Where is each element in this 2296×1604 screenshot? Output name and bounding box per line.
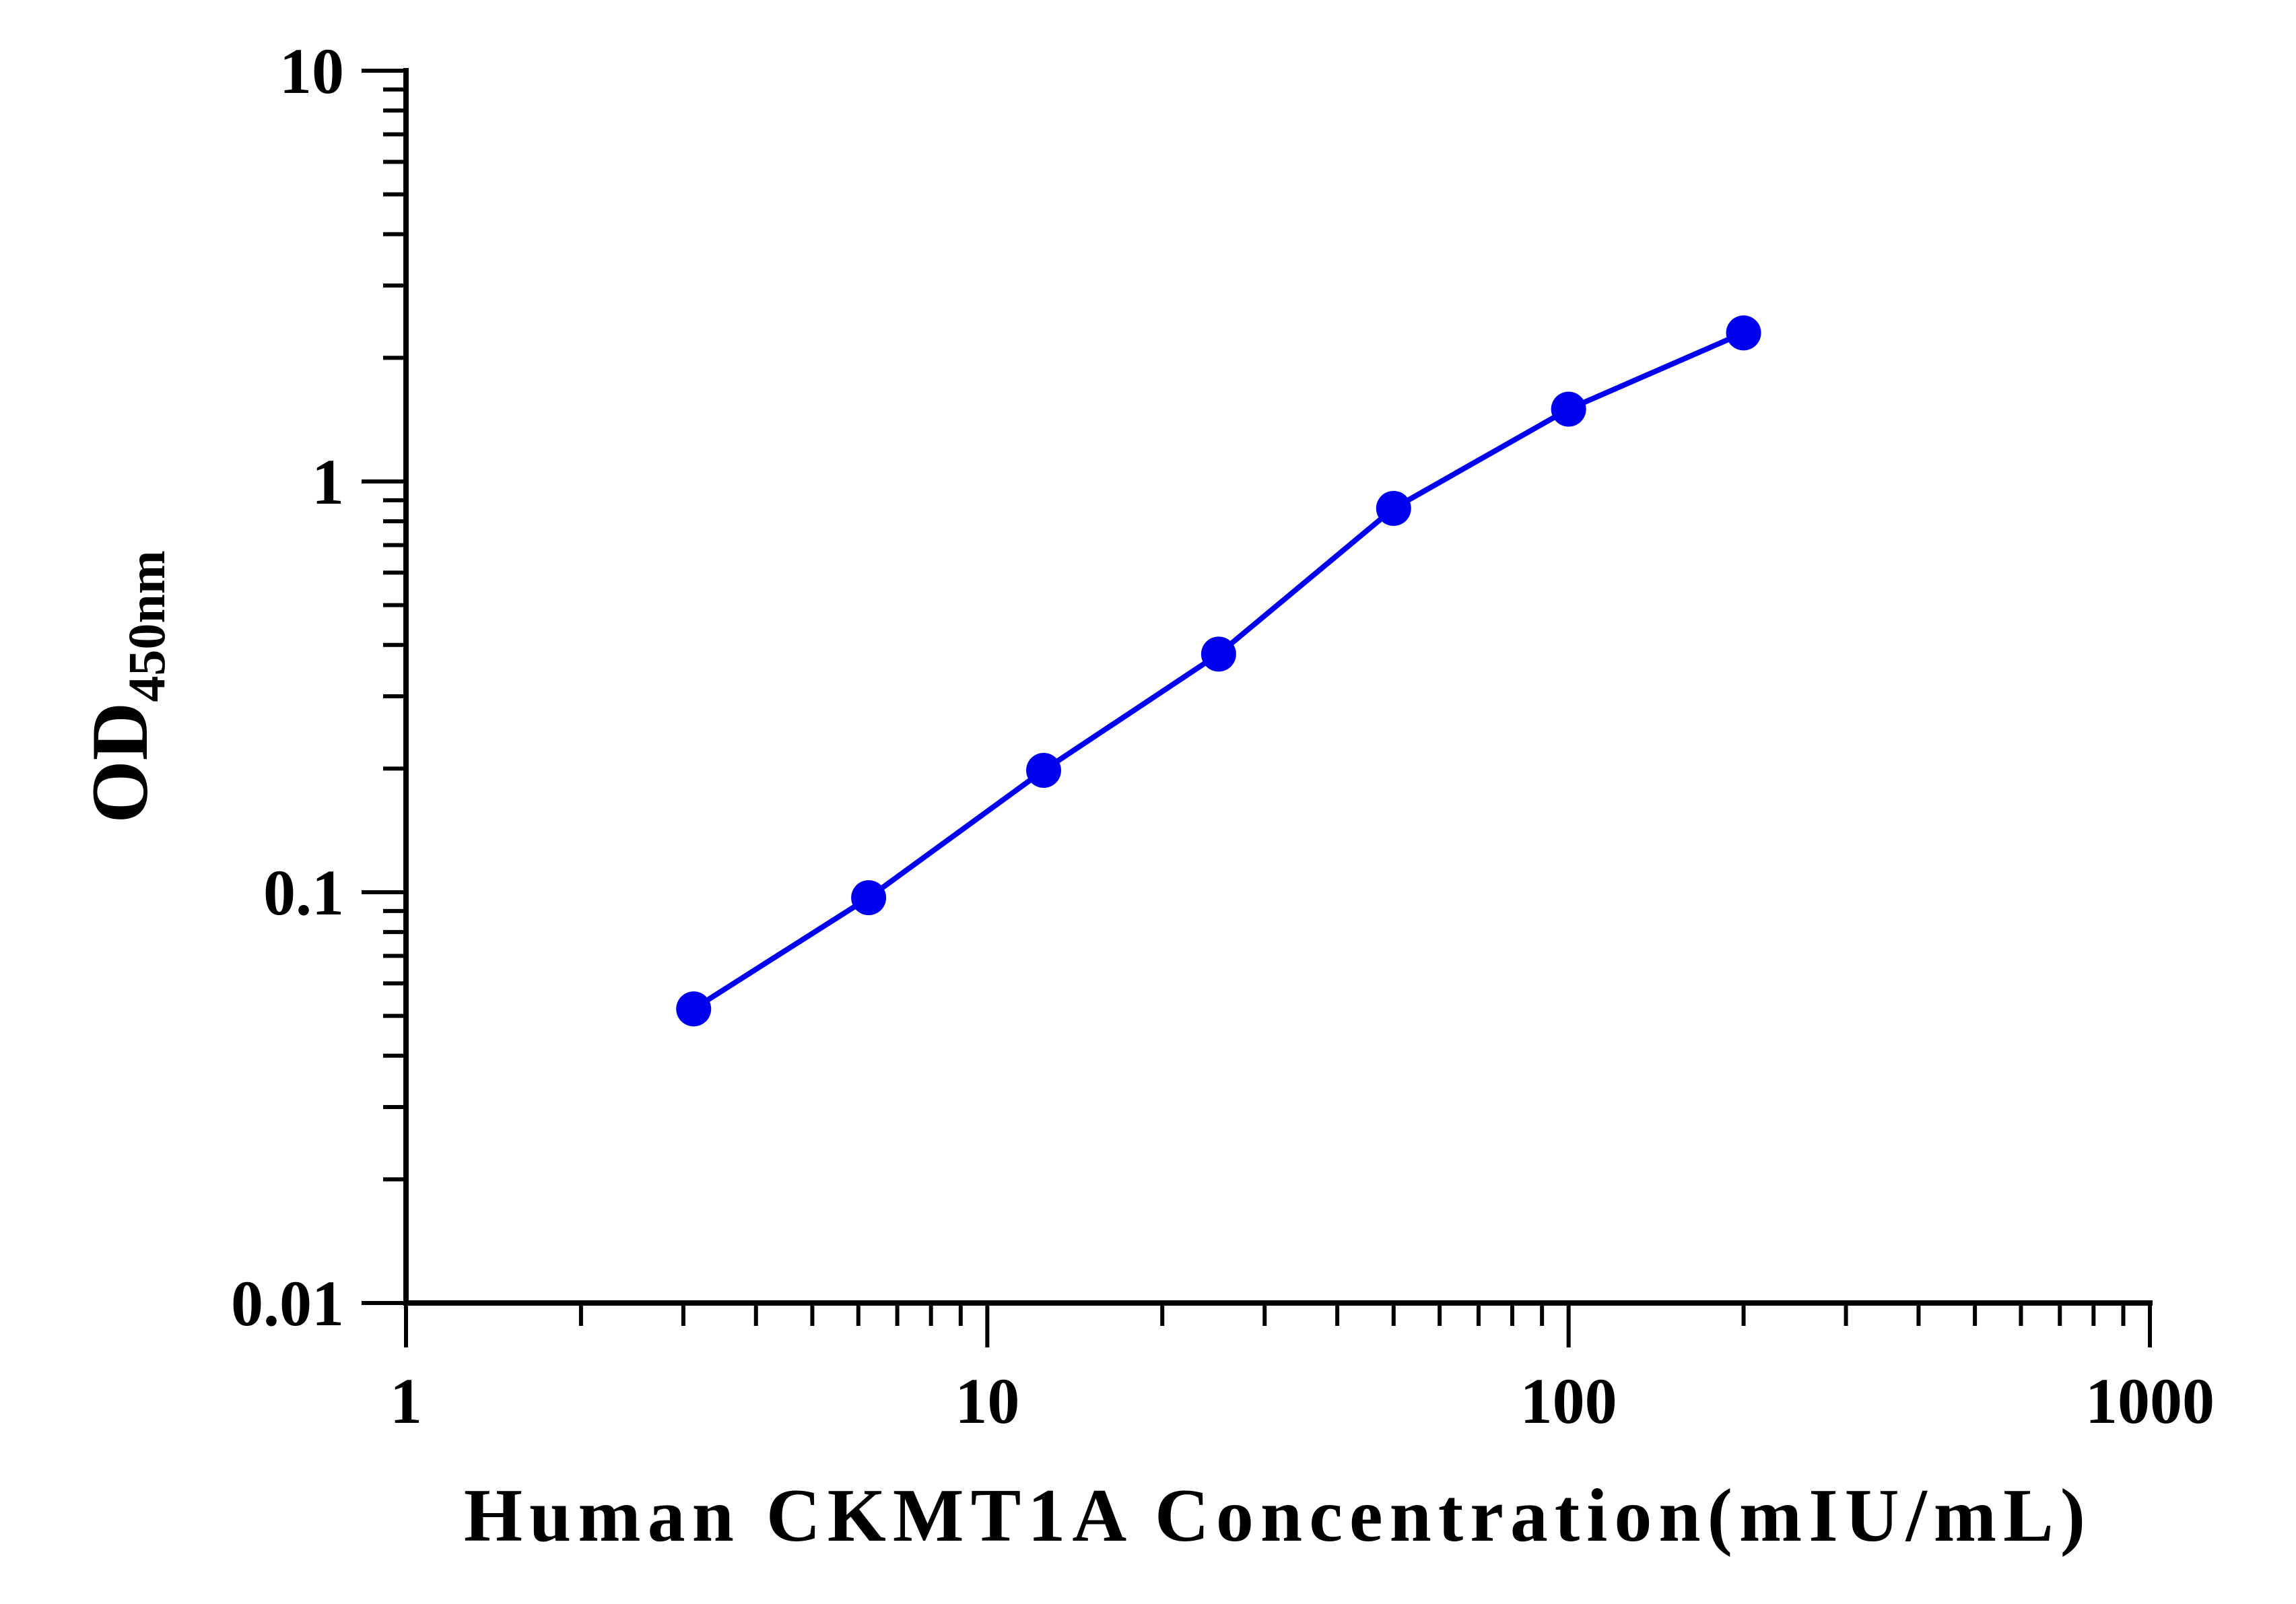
x-tick-label: 1000 <box>2085 1365 2215 1437</box>
x-tick-label: 100 <box>1520 1365 1617 1437</box>
data-point <box>1376 490 1411 526</box>
y-tick-label: 1 <box>312 446 344 518</box>
x-axis-title: Human CKMT1A Concentration(mIU/mL) <box>464 1474 2092 1558</box>
data-point <box>1551 391 1586 427</box>
y-axis-title-subscript: 450nm <box>117 550 176 702</box>
data-point <box>1025 753 1061 789</box>
data-point <box>1201 636 1236 672</box>
y-axis-title-main: OD <box>75 702 164 824</box>
x-tick-label: 10 <box>955 1365 1019 1437</box>
data-point <box>851 880 887 916</box>
y-tick-label: 10 <box>279 35 344 107</box>
y-tick-label: 0.01 <box>231 1267 344 1339</box>
y-axis-title: OD450nm <box>75 550 176 823</box>
series-layer <box>676 315 1761 1027</box>
y-tick-label: 0.1 <box>263 857 344 929</box>
x-tick-label: 1 <box>390 1365 422 1437</box>
data-point <box>1726 315 1761 351</box>
labels-layer: 1 10 100 1000 0.01 0.1 1 10 <box>231 35 2215 1437</box>
ticks-layer <box>362 69 2152 1347</box>
data-point <box>676 991 712 1027</box>
